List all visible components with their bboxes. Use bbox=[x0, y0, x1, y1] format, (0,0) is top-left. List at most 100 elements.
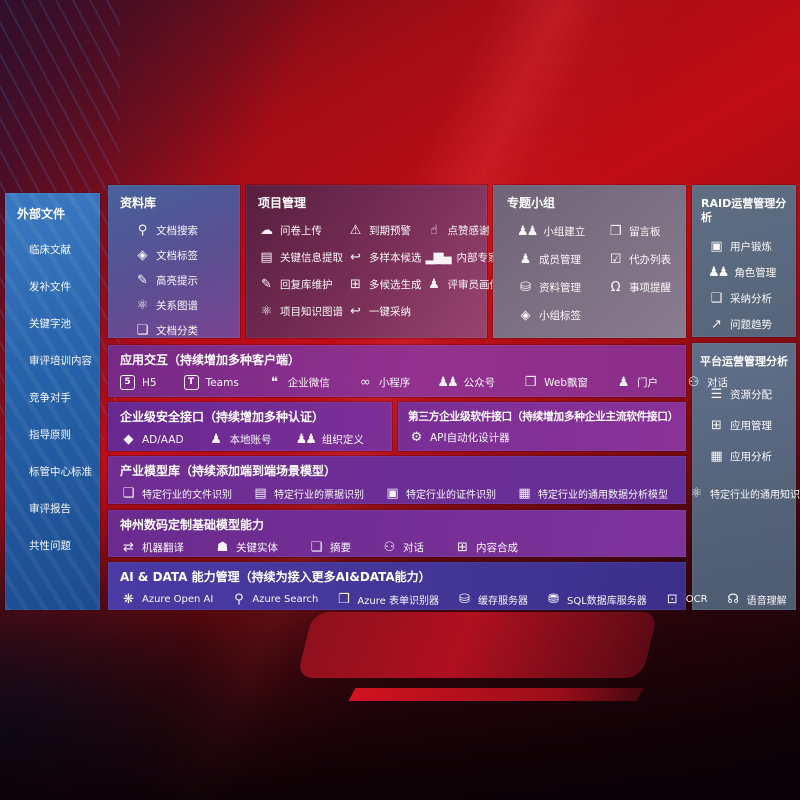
h5-badge-icon: 5 bbox=[120, 375, 135, 390]
thirdparty-interface-list: ⚙ API自动化设计器 bbox=[398, 423, 686, 445]
ai-data-item[interactable]: ⚲ Azure Search bbox=[230, 593, 318, 606]
client-item[interactable]: ♟♟ 公众号 bbox=[437, 375, 495, 390]
platform-item[interactable]: ▦ 应用分析 bbox=[708, 449, 796, 464]
external-file-item[interactable]: 关键字池 bbox=[29, 316, 100, 331]
knowledge-graph-model-icon: ⚛ bbox=[690, 486, 703, 501]
project-item[interactable]: ↩ 多样本候选 bbox=[347, 250, 421, 265]
member-manage-icon: ♟ bbox=[519, 252, 532, 267]
library-item[interactable]: ⚲ 文档搜索 bbox=[134, 223, 240, 238]
external-file-item[interactable]: 竞争对手 bbox=[29, 390, 100, 405]
project-list: ☁ 问卷上传 ⚠ 到期预警 ☝ 点赞感谢 ▤ 关键信息提取 ↩ 多样本候选 ▂▆▄ 内部专家排名 ✎ 回复… bbox=[246, 211, 520, 319]
app-grid-icon: ⊞ bbox=[711, 417, 722, 433]
industry-model-item[interactable]: ⚛ 特定行业的通用知识图谱模型 bbox=[688, 486, 800, 501]
base-model-item[interactable]: ⊞ 内容合成 bbox=[454, 540, 518, 555]
raid-item[interactable]: ↗ 问题趋势 bbox=[708, 317, 796, 332]
ai-data-item[interactable]: ⊡ OCR bbox=[664, 593, 708, 606]
decorative-red-bar bbox=[348, 688, 644, 701]
ai-data-item[interactable]: ❋ Azure Open AI bbox=[120, 593, 213, 606]
base-models-title: 神州数码定制基础模型能力 bbox=[120, 518, 265, 532]
external-file-item[interactable]: 发补文件 bbox=[29, 279, 100, 294]
client-item[interactable]: T Teams bbox=[183, 375, 239, 390]
multi-sample-reply-icon: ↩ bbox=[350, 250, 361, 265]
web-window-icon: ❐ bbox=[524, 375, 537, 390]
knowledge-graph-icon: ⚛ bbox=[136, 298, 149, 313]
base-model-item[interactable]: ☗ 关键实体 bbox=[214, 540, 278, 555]
auth-item[interactable]: ◆ AD/AAD bbox=[120, 433, 184, 446]
client-item[interactable]: ♟ 门户 bbox=[615, 375, 658, 390]
openai-logo-icon: ❋ bbox=[123, 592, 134, 607]
external-file-item-label: 审评培训内容 bbox=[29, 355, 92, 367]
industry-model-item[interactable]: ▦ 特定行业的通用数据分析模型 bbox=[516, 486, 668, 501]
industry-model-item[interactable]: ▣ 特定行业的证件识别 bbox=[384, 486, 496, 501]
project-item[interactable]: ♟ 评审员画像 bbox=[426, 277, 520, 292]
remind-bell-icon: Ω bbox=[610, 280, 621, 295]
project-item[interactable]: ⚛ 项目知识图谱 bbox=[258, 304, 343, 319]
api-gear-icon: ⚙ bbox=[410, 430, 423, 446]
client-item-label: Teams bbox=[205, 376, 239, 389]
client-item[interactable]: ⚇ 对话 bbox=[685, 375, 728, 390]
external-file-item[interactable]: 临床文献 bbox=[29, 242, 100, 257]
project-item[interactable]: ↩ 一键采纳 bbox=[347, 304, 422, 319]
ai-data-item[interactable]: ⛁ 缓存服务器 bbox=[456, 592, 528, 607]
topic-group-item[interactable]: ❐ 留言板 bbox=[607, 224, 680, 239]
topic-group-item[interactable]: ♟♟ 小组建立 bbox=[517, 224, 603, 239]
topic-group-item-label: 代办列表 bbox=[629, 254, 672, 266]
azure-search-icon: ⚲ bbox=[234, 592, 244, 607]
topic-group-item[interactable]: Ω 事项提醒 bbox=[607, 280, 680, 295]
base-model-item[interactable]: ⚇ 对话 bbox=[381, 540, 424, 555]
ai-data-item[interactable]: ☊ 语音理解 bbox=[725, 592, 787, 607]
client-item-label: 公众号 bbox=[463, 377, 496, 389]
platform-item[interactable]: ☰ 资源分配 bbox=[708, 387, 796, 402]
client-item[interactable]: ∞ 小程序 bbox=[357, 375, 410, 390]
library-item[interactable]: ⚛ 关系图谱 bbox=[134, 298, 240, 313]
raid-item[interactable]: ♟♟ 角色管理 bbox=[708, 265, 796, 280]
industry-model-item[interactable]: ▤ 特定行业的票据识别 bbox=[252, 486, 364, 501]
library-item-label: 文档搜索 bbox=[156, 225, 198, 237]
base-model-item[interactable]: ⇄ 机器翻译 bbox=[120, 540, 184, 555]
auth-item[interactable]: ♟♟ 组织定义 bbox=[296, 432, 364, 447]
platform-item[interactable]: ⊞ 应用管理 bbox=[708, 418, 796, 433]
raid-item[interactable]: ❑ 采纳分析 bbox=[708, 291, 796, 306]
industry-model-item-label: 特定行业的文件识别 bbox=[142, 490, 232, 501]
speech-understand-icon: ☊ bbox=[727, 592, 739, 607]
key-entity-shield-icon: ☗ bbox=[216, 540, 229, 555]
topic-group-item[interactable]: ⛁ 资料管理 bbox=[517, 280, 603, 295]
client-item[interactable]: ❝ 企业微信 bbox=[266, 375, 330, 390]
library-item[interactable]: ❏ 文档分类 bbox=[134, 323, 240, 338]
external-file-item[interactable]: 标管中心标准 bbox=[29, 464, 100, 479]
client-item[interactable]: 5 H5 bbox=[120, 375, 157, 390]
topic-group-item[interactable]: ♟ 成员管理 bbox=[517, 252, 603, 267]
project-item[interactable]: ✎ 回复库维护 bbox=[258, 277, 343, 292]
project-knowledge-graph-icon: ⚛ bbox=[260, 304, 273, 319]
library-title: 资料库 bbox=[120, 196, 157, 210]
project-item[interactable]: ☝ 点赞感谢 bbox=[426, 223, 520, 238]
industry-model-item[interactable]: ❏ 特定行业的文件识别 bbox=[120, 486, 232, 501]
external-file-item[interactable]: 审评报告 bbox=[29, 501, 100, 516]
topic-group-item[interactable]: ◈ 小组标签 bbox=[517, 308, 603, 323]
external-file-item-label: 标管中心标准 bbox=[29, 466, 92, 478]
external-file-item[interactable]: 指导原则 bbox=[29, 427, 100, 442]
raid-item[interactable]: ▣ 用户锻炼 bbox=[708, 239, 796, 254]
library-item[interactable]: ✎ 高亮提示 bbox=[134, 273, 240, 288]
base-model-item-label: 关键实体 bbox=[236, 542, 278, 554]
auth-item[interactable]: ♟ 本地账号 bbox=[208, 432, 271, 447]
external-file-item[interactable]: 审评培训内容 bbox=[29, 353, 100, 368]
client-item-label: 门户 bbox=[637, 377, 659, 389]
project-item[interactable]: ☁ 问卷上传 bbox=[258, 223, 343, 238]
project-item[interactable]: ⚠ 到期预警 bbox=[347, 223, 422, 238]
external-files-panel: 外部文件 临床文献 发补文件 关键字池 审评培训内容 竞争对手 指导原则 标管中心标准 审评报… bbox=[5, 193, 100, 610]
base-model-item[interactable]: ❏ 摘要 bbox=[308, 540, 351, 555]
ai-data-item[interactable]: ❐ Azure 表单识别器 bbox=[335, 592, 439, 607]
topic-group-item[interactable]: ☑ 代办列表 bbox=[607, 252, 680, 267]
project-item-label: 点赞感谢 bbox=[447, 225, 490, 237]
project-item[interactable]: ⊞ 多候选生成 bbox=[347, 277, 421, 292]
project-item[interactable]: ▤ 关键信息提取 bbox=[258, 250, 343, 265]
key-info-extract-icon: ▤ bbox=[260, 250, 272, 265]
library-item-label: 关系图谱 bbox=[156, 300, 198, 312]
external-file-item[interactable]: 共性问题 bbox=[29, 538, 100, 553]
thirdparty-item[interactable]: ⚙ API自动化设计器 bbox=[408, 430, 510, 445]
library-item[interactable]: ◈ 文档标签 bbox=[134, 248, 240, 263]
ai-data-item[interactable]: ⛃ SQL数据库服务器 bbox=[545, 592, 647, 607]
ai-data-item-label: 语音理解 bbox=[746, 596, 787, 607]
client-item[interactable]: ❐ Web飘窗 bbox=[522, 375, 588, 390]
